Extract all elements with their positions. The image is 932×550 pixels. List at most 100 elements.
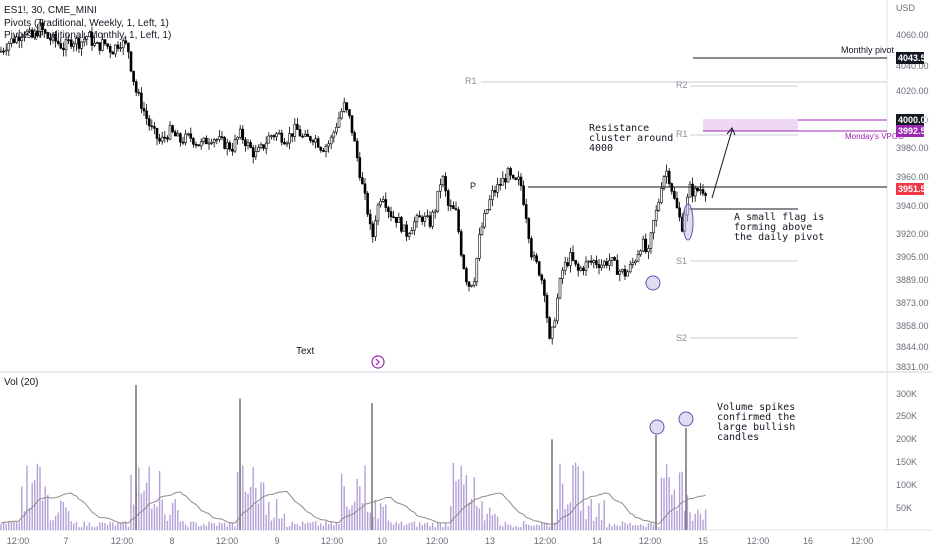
candle <box>519 173 523 191</box>
candle-body <box>249 142 252 148</box>
candle-body <box>267 135 271 144</box>
candle <box>173 129 177 137</box>
candle <box>657 198 661 212</box>
candle-body <box>483 213 486 228</box>
candle <box>691 177 694 203</box>
candle <box>257 144 260 153</box>
candle <box>15 33 18 44</box>
candle-body <box>262 144 265 149</box>
candle <box>423 212 427 227</box>
candle <box>192 137 195 148</box>
volume-label: Vol (20) <box>4 377 38 388</box>
candle <box>41 19 44 36</box>
candle <box>358 151 362 181</box>
pivot-levels <box>481 81 887 339</box>
candle-body <box>467 281 471 287</box>
candle-body <box>654 209 658 221</box>
pivot-weekly-legend[interactable]: Pivots (Traditional, Weekly, 1, Left, 1) <box>4 18 169 29</box>
tag-last-price: 3951.50 <box>896 183 931 195</box>
candle-body <box>428 215 432 227</box>
candle <box>483 209 486 229</box>
candle-body <box>405 224 408 237</box>
candle-body <box>472 281 476 286</box>
level-s2: S2 <box>676 333 687 343</box>
level-r1-weekly: R1 <box>465 76 477 86</box>
candle <box>340 108 343 120</box>
candle <box>675 191 679 209</box>
time-tick-label: 12:00 <box>7 536 30 546</box>
candle <box>225 138 229 156</box>
candle-body <box>254 151 258 158</box>
candle-body <box>132 70 135 83</box>
pivot-monthly-legend[interactable]: Pivots (Traditional, Monthly, 1, Left, 1… <box>4 30 172 41</box>
candle <box>472 277 476 288</box>
candle <box>77 35 81 54</box>
candle-body <box>181 141 185 144</box>
candle <box>550 326 554 345</box>
time-tick-label: 12:00 <box>747 536 770 546</box>
candle-body <box>561 269 564 279</box>
candle <box>147 114 151 131</box>
candle <box>93 36 96 48</box>
candle <box>332 130 336 143</box>
candle <box>176 130 180 137</box>
candle <box>392 210 395 219</box>
symbol-legend[interactable]: ES1!, 30, CME_MINI <box>4 5 97 16</box>
svg-text:4000.00: 4000.00 <box>898 115 931 125</box>
candle <box>636 249 640 263</box>
candle-body <box>345 102 349 110</box>
candle-body <box>462 254 466 269</box>
candle-body <box>446 190 450 206</box>
candle-body <box>202 137 206 142</box>
candle <box>38 19 42 38</box>
candle <box>574 260 577 267</box>
time-tick-label: 12:00 <box>216 536 239 546</box>
time-tick-label: 15 <box>698 536 708 546</box>
candle-body <box>592 260 596 263</box>
candle-body <box>25 30 29 35</box>
candle <box>335 122 338 136</box>
volume-tick-label: 250K <box>896 411 917 421</box>
candle-body <box>153 126 156 129</box>
time-tick-label: 9 <box>274 536 279 546</box>
candle <box>589 255 593 266</box>
candle <box>543 278 546 303</box>
candle <box>379 198 382 208</box>
candle <box>608 253 611 271</box>
candle <box>36 24 39 38</box>
candle-body <box>574 260 577 265</box>
candle-body <box>634 260 637 264</box>
candle <box>420 214 424 226</box>
candle <box>298 125 302 137</box>
candle-body <box>610 257 614 261</box>
candle-body <box>184 133 187 144</box>
candle-body <box>397 216 401 223</box>
candle <box>64 32 68 57</box>
level-p: P <box>470 181 476 191</box>
candle-body <box>335 126 338 133</box>
candle <box>171 124 174 134</box>
candle <box>485 209 489 215</box>
candle-body <box>452 205 455 209</box>
candle <box>254 144 258 161</box>
candle <box>197 144 200 147</box>
candle-body <box>387 207 390 212</box>
candle <box>303 130 307 138</box>
candle-body <box>394 217 398 223</box>
candle-body <box>189 133 193 139</box>
candle <box>246 138 250 150</box>
candle-body <box>444 176 447 192</box>
candle <box>231 142 234 156</box>
candle-body <box>124 40 128 44</box>
candle-body <box>176 133 180 137</box>
candle-body <box>194 144 198 146</box>
candle <box>387 205 390 219</box>
time-tick-label: 13 <box>485 536 495 546</box>
candle <box>342 97 346 113</box>
candle <box>202 137 206 145</box>
candle <box>150 119 154 131</box>
scroll-to-realtime-button[interactable] <box>371 355 385 369</box>
candle-body <box>667 170 671 184</box>
candle <box>228 140 232 152</box>
